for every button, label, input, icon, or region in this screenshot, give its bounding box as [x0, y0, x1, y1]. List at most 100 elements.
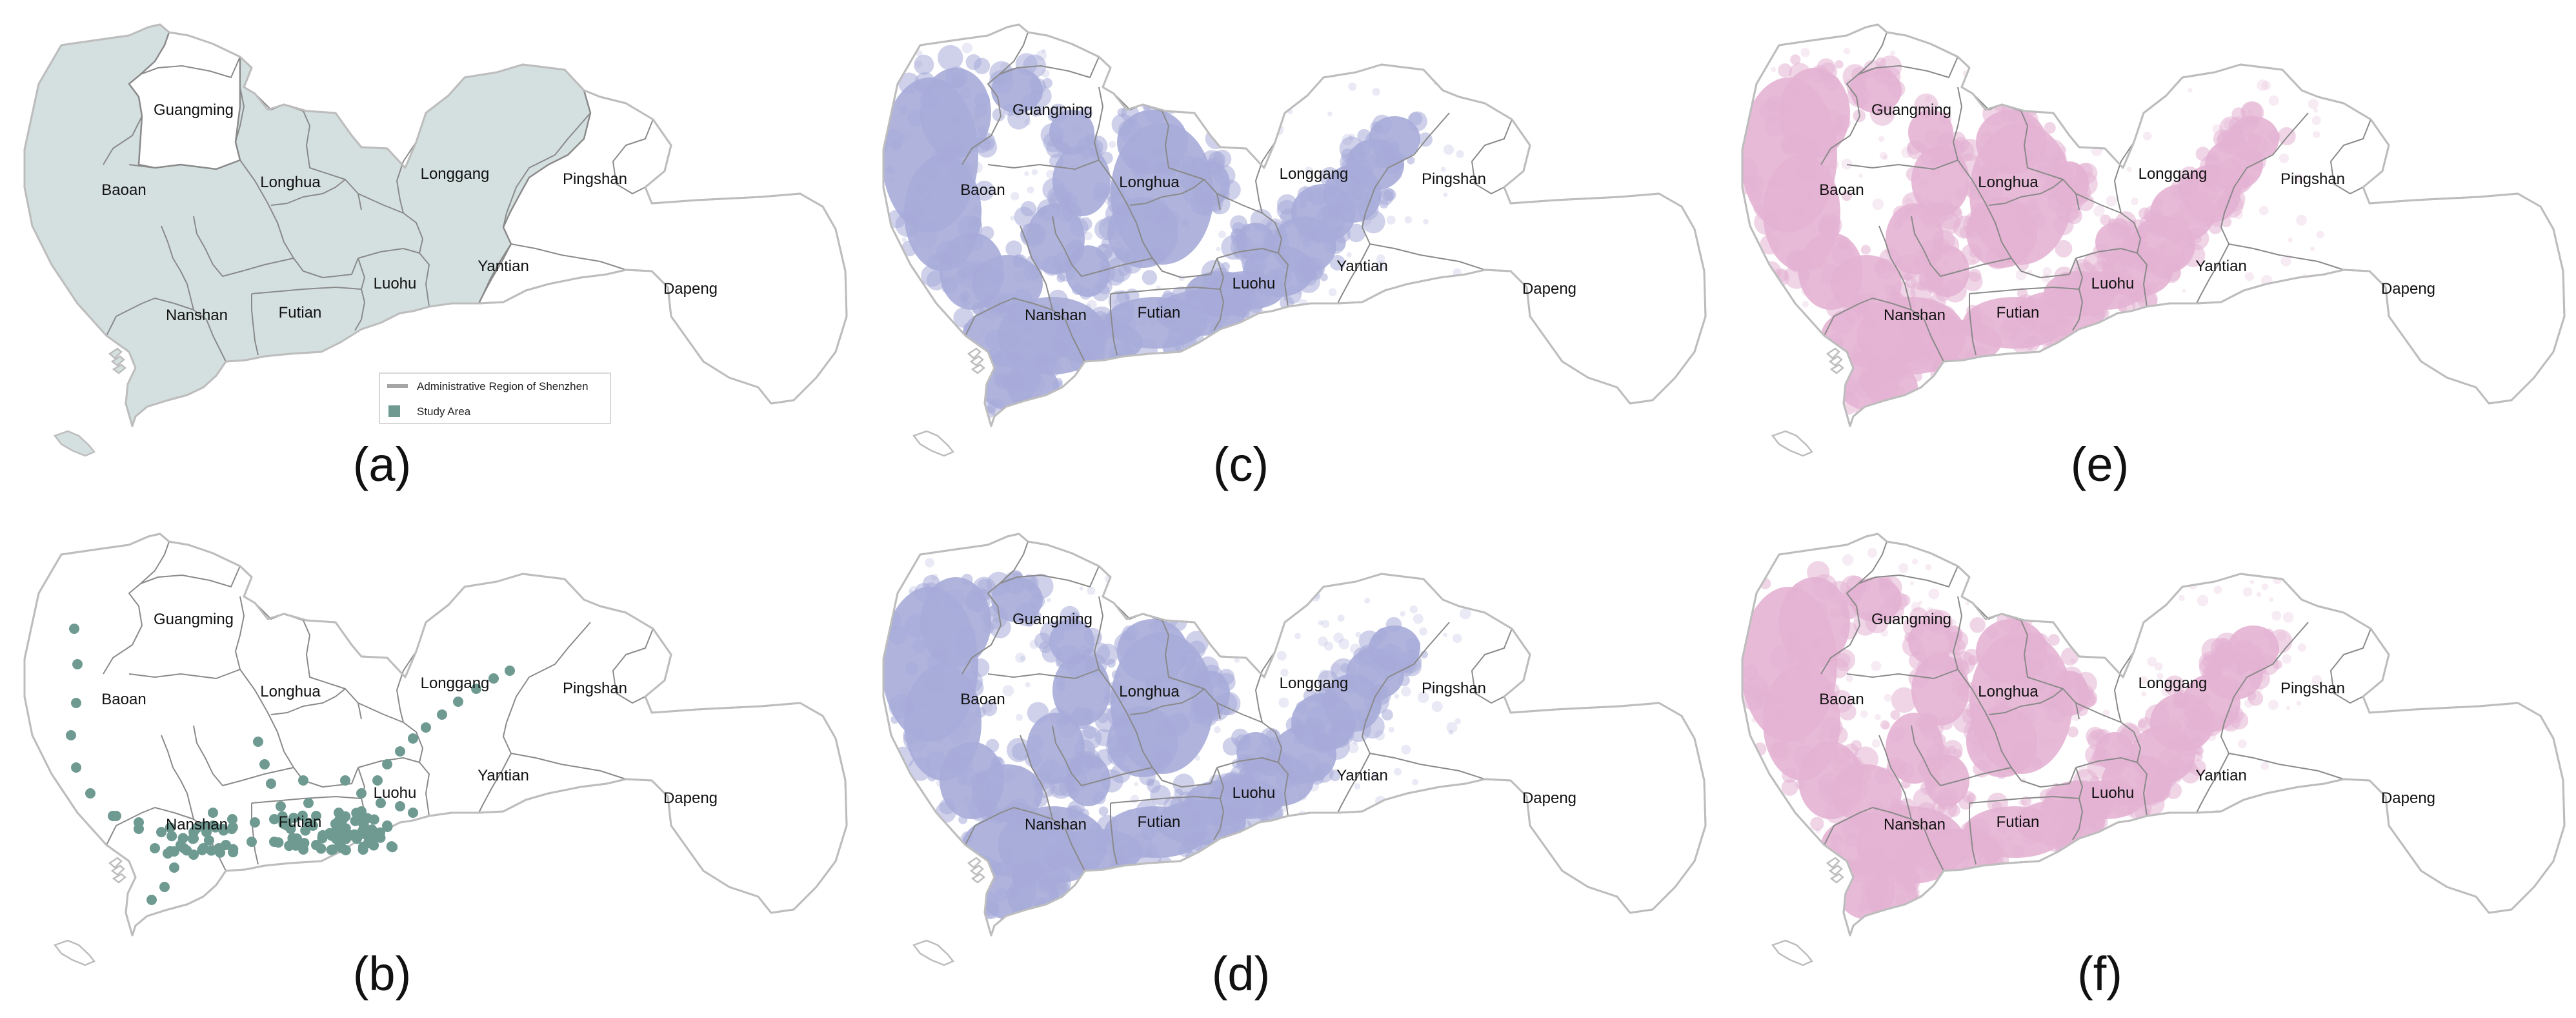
density-speck	[1451, 65, 1461, 75]
density-speck	[1969, 616, 1986, 633]
density-speck	[1031, 168, 1038, 176]
density-speck	[1840, 622, 1858, 640]
density-speck	[1023, 324, 1032, 333]
density-speck	[2042, 267, 2052, 276]
density-speck	[972, 261, 994, 283]
density-speck	[1233, 323, 1253, 343]
density-speck	[1928, 588, 1940, 600]
density-speck	[2286, 706, 2291, 710]
density-speck	[1142, 270, 1158, 285]
density-speck	[2308, 586, 2313, 591]
density-speck	[1374, 124, 1384, 134]
density-speck	[929, 847, 941, 859]
density-speck	[1345, 175, 1358, 188]
density-speck	[1819, 656, 1831, 667]
density-speck	[1223, 92, 1235, 104]
density-speck	[941, 277, 958, 294]
density-speck	[1007, 311, 1019, 323]
density-speck	[1156, 749, 1172, 765]
density-speck	[1882, 722, 1891, 730]
density-speck	[1405, 637, 1421, 653]
density-speck	[1898, 563, 1909, 573]
density-speck	[1769, 852, 1781, 864]
density-speck	[985, 329, 1005, 350]
density-speck	[1158, 367, 1165, 373]
density-speck	[1084, 312, 1091, 319]
density-speck	[2139, 676, 2148, 685]
density-speck	[1882, 154, 1888, 160]
density-speck	[1327, 111, 1333, 117]
density-speck	[1749, 175, 1765, 191]
density-speck	[1166, 805, 1178, 817]
station-point	[253, 737, 263, 747]
district-border	[106, 807, 194, 846]
density-speck	[2180, 763, 2200, 784]
density-speck	[1099, 258, 1110, 269]
density-speck	[1323, 642, 1334, 651]
district-border	[357, 193, 423, 254]
density-speck	[1293, 722, 1303, 733]
density-speck	[1882, 360, 1895, 373]
density-speck	[1321, 620, 1330, 628]
density-speck	[991, 76, 1000, 83]
density-speck	[2179, 715, 2184, 720]
island	[112, 873, 126, 884]
density-speck	[1933, 301, 1938, 307]
density-speck	[1333, 552, 1342, 561]
density-speck	[904, 613, 930, 638]
density-speck	[1156, 734, 1163, 740]
density-speck	[1371, 828, 1384, 839]
density-speck	[972, 218, 978, 223]
density-speck	[1848, 351, 1854, 356]
density-speck	[1908, 668, 1929, 689]
density-speck	[1101, 700, 1105, 705]
district-border	[2196, 622, 2309, 813]
density-speck	[934, 252, 945, 263]
density-speck	[1252, 799, 1258, 805]
density-speck	[1094, 218, 1116, 240]
density-speck	[1122, 625, 1138, 641]
density-speck	[1072, 651, 1082, 661]
density-speck	[1194, 755, 1200, 761]
station-point	[69, 624, 79, 634]
station-point	[351, 808, 362, 819]
density-speck	[1373, 151, 1383, 161]
density-speck	[1884, 600, 1890, 607]
density-speck	[1913, 788, 1937, 812]
density-speck	[1891, 687, 1917, 713]
station-point	[408, 733, 418, 744]
density-speck	[2203, 329, 2213, 339]
density-speck	[2016, 258, 2029, 271]
density-speck	[2093, 367, 2104, 377]
density-speck	[1909, 607, 1928, 626]
density-speck	[1313, 733, 1333, 754]
density-speck	[2282, 654, 2292, 664]
density-speck	[1781, 779, 1798, 796]
station-point	[376, 798, 386, 808]
density-speck	[1231, 799, 1243, 811]
density-speck	[1843, 48, 1851, 55]
density-speck	[1303, 185, 1307, 190]
density-speck	[1453, 633, 1462, 643]
station-point	[165, 846, 176, 857]
density-speck	[1776, 693, 1787, 704]
density-speck	[940, 141, 949, 151]
density-speck	[2159, 702, 2168, 710]
density-speck	[922, 575, 941, 593]
density-speck	[1818, 278, 1824, 284]
density-speck	[1780, 833, 1791, 844]
density-speck	[1966, 702, 1983, 719]
density-speck	[921, 701, 929, 709]
density-speck	[1433, 36, 1441, 45]
density-speck	[1219, 811, 1229, 822]
density-speck	[1895, 215, 1906, 226]
density-speck	[1154, 820, 1168, 834]
density-speck	[977, 125, 987, 136]
density-speck	[2000, 163, 2011, 174]
map-panel-c: Guangming Baoan Longhua Longgang Pingshan Nan…	[859, 0, 1717, 509]
density-speck	[1018, 278, 1024, 283]
density-speck	[1079, 749, 1087, 757]
density-speck	[1902, 779, 1912, 789]
density-speck	[1014, 111, 1021, 118]
density-speck	[1300, 556, 1311, 567]
